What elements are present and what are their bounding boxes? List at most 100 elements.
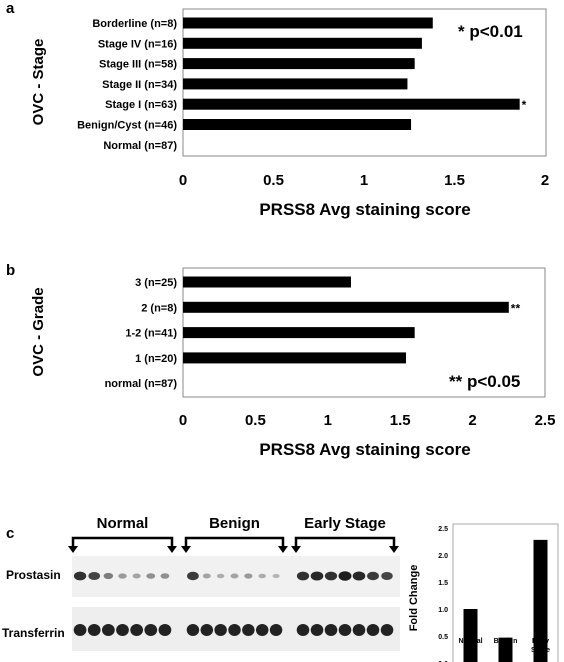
transferrin-band — [269, 624, 283, 636]
blot-group-header: Early Stage — [304, 515, 386, 532]
chevron-down-icon — [68, 546, 78, 553]
bar — [183, 17, 433, 29]
category-label: 1 (n=20) — [135, 353, 177, 365]
blot-bracket — [294, 536, 396, 550]
transferrin-band — [338, 624, 352, 636]
panel-c-tick-labels: 0.00.51.01.52.02.5 — [438, 526, 448, 662]
blot-row-label-transferrin: Transferrin — [2, 626, 65, 640]
tick-label: 1.5 — [390, 412, 411, 429]
bar — [183, 352, 406, 364]
panel-a-category-labels: Borderline (n=8) Stage IV (n=16) Stage III… — [77, 18, 177, 152]
transferrin-band — [366, 624, 380, 636]
panel-c-bars — [463, 539, 548, 662]
category-label: Borderline (n=8) — [92, 18, 177, 30]
category-label: Benign — [494, 638, 518, 645]
tick-label: 0 — [179, 172, 187, 189]
bar — [183, 58, 415, 70]
transferrin-band — [310, 624, 324, 636]
panel-c-category-labels: Normal Benign Early Stage — [458, 638, 550, 654]
blot-bracket — [184, 536, 285, 550]
bar — [463, 609, 478, 662]
transferrin-band — [255, 624, 269, 636]
prostasin-band — [244, 573, 253, 579]
blot-group-headers: Normal Benign Early Stage — [97, 515, 386, 532]
panel-a-ylabel: OVC - Stage — [30, 39, 47, 126]
prostasin-band — [146, 573, 156, 579]
category-label: Normal — [458, 638, 482, 645]
bar — [183, 301, 509, 313]
transferrin-band — [214, 624, 227, 636]
prostasin-band — [103, 572, 114, 580]
transferrin-band — [130, 624, 144, 636]
panel-a-tick-labels: 0 0.5 1 1.5 2 — [179, 172, 549, 189]
bar — [498, 637, 513, 662]
chevron-down-icon — [167, 546, 177, 553]
prostasin-band — [352, 571, 366, 581]
category-label: Stage III (n=58) — [99, 59, 177, 71]
tick-label: 1.5 — [438, 580, 448, 587]
bar — [183, 37, 422, 49]
blot-row-label-prostasin: Prostasin — [6, 568, 61, 582]
blot-bands — [73, 571, 394, 636]
category-label: Normal (n=87) — [103, 140, 177, 152]
transferrin-band — [352, 624, 366, 636]
panel-c-ylabel: Fold Change — [408, 565, 420, 632]
category-label: 1-2 (n=41) — [125, 328, 177, 340]
bar — [183, 327, 415, 339]
significance-marker: * — [522, 98, 527, 112]
category-label: 3 (n=25) — [135, 277, 177, 289]
prostasin-band — [367, 571, 379, 581]
panel-c-label: c — [6, 525, 14, 542]
tick-label: 1.5 — [444, 172, 465, 189]
blot-group-header: Normal — [97, 515, 149, 532]
transferrin-band — [87, 624, 101, 636]
prostasin-band — [272, 573, 280, 579]
bar — [183, 276, 351, 288]
prostasin-band — [202, 573, 211, 579]
panel-b-ylabel: OVC - Grade — [30, 287, 47, 376]
blot-bracket — [71, 536, 174, 550]
panel-c-frame — [452, 523, 559, 662]
panel-b-xlabel: PRSS8 Avg staining score — [259, 440, 470, 459]
blot-group-header: Benign — [209, 515, 260, 532]
prostasin-band — [338, 571, 352, 581]
tick-label: 2.5 — [535, 412, 556, 429]
transferrin-band — [73, 624, 87, 636]
category-label: 2 (n=8) — [141, 302, 177, 314]
transferrin-band — [186, 624, 200, 636]
prostasin-band — [296, 571, 310, 581]
chevron-down-icon — [291, 546, 301, 553]
prostasin-band — [216, 573, 225, 579]
prostasin-band — [118, 573, 127, 579]
tick-label: 0.5 — [263, 172, 284, 189]
prostasin-band — [310, 571, 324, 581]
prostasin-band — [324, 571, 338, 581]
category-label: Stage IV (n=16) — [98, 38, 178, 50]
tick-label: 1 — [324, 412, 332, 429]
prostasin-band — [187, 571, 199, 581]
category-label: Stage I (n=63) — [105, 99, 177, 111]
transferrin-band — [101, 624, 115, 636]
tick-label: 0.5 — [245, 412, 266, 429]
panel-b-tick-labels: 0 0.5 1 1.5 2 2.5 — [179, 412, 556, 429]
tick-label: 2 — [468, 412, 476, 429]
category-label: Stage — [531, 647, 550, 654]
tick-label: 2 — [541, 172, 549, 189]
prostasin-band — [230, 573, 239, 579]
panel-a-annotation: * p<0.01 — [458, 22, 523, 41]
category-label: Benign/Cyst (n=46) — [77, 120, 177, 132]
bar — [183, 119, 412, 130]
tick-label: 2.5 — [438, 526, 448, 533]
category-label: Early — [532, 638, 549, 645]
category-label: normal (n=87) — [105, 378, 178, 390]
transferrin-band — [116, 624, 129, 636]
prostasin-band — [160, 573, 170, 579]
panel-b-category-labels: 3 (n=25) 2 (n=8) 1-2 (n=41) 1 (n=20) normal … — [105, 277, 178, 390]
panel-b-annotation: ** p<0.05 — [449, 372, 520, 391]
transferrin-band — [144, 624, 158, 636]
prostasin-band — [258, 573, 266, 579]
transferrin-band — [200, 624, 214, 636]
transferrin-band — [324, 624, 338, 636]
transferrin-band — [380, 624, 394, 636]
